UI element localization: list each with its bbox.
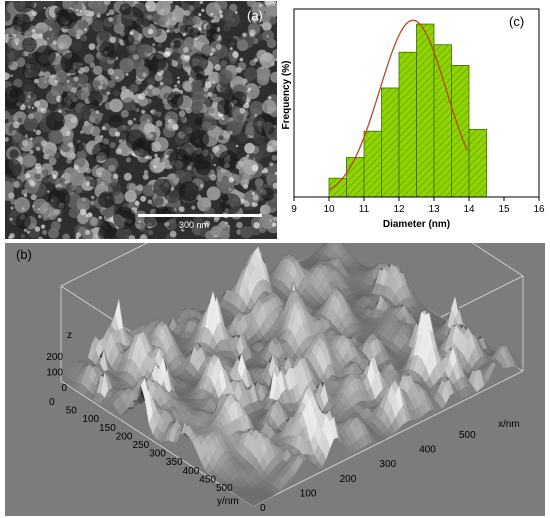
plot-frame: [293, 8, 540, 198]
x-tick-label: 13: [428, 204, 440, 215]
x-tick-label: 300: [379, 459, 396, 470]
z-tick-label: 100: [46, 368, 63, 379]
scale-bar: [138, 214, 262, 217]
x-axis-title: x/nm: [498, 419, 520, 430]
x-tick-label: 400: [419, 445, 436, 456]
afm-surface-plot: z0100200050100150200250300350400450500y/…: [46, 243, 524, 514]
histogram-bar: [468, 128, 487, 198]
x-tick-label: 11: [359, 204, 370, 215]
histogram-chart: 9 10 11 12 13 14 15 16 Diameter (nm) Frequency …: [281, 8, 545, 230]
x-tick-label: 10: [323, 204, 335, 215]
y-tick-label: 200: [116, 431, 133, 442]
scale-bar-label: 300 nm: [179, 220, 210, 230]
x-tick-label: 100: [300, 488, 317, 499]
y-tick-label: 250: [133, 440, 150, 451]
z-tick-label: 0: [61, 383, 67, 394]
y-tick-label: 450: [199, 474, 216, 485]
x-tick-label: 200: [340, 474, 357, 485]
x-tick-label: 0: [260, 503, 266, 514]
panel-label-a: (a): [247, 8, 263, 23]
histogram-panel: 9 10 11 12 13 14 15 16 Diameter (nm) Frequency …: [280, 1, 548, 239]
axis-box-edge: [60, 380, 254, 507]
x-tick-label: 9: [291, 204, 297, 215]
z-axis-title: z: [67, 330, 72, 341]
y-tick-label: 150: [99, 423, 116, 434]
panel-label-c: (c): [509, 14, 525, 29]
histogram-bar: [433, 44, 452, 198]
x-tick-label: 15: [498, 204, 510, 215]
y-axis-title: y/nm: [217, 496, 239, 507]
y-tick-label: 400: [183, 466, 200, 477]
z-tick-label: 200: [46, 352, 63, 363]
y-tick-label: 500: [216, 483, 233, 494]
x-tick-label: 500: [459, 430, 476, 441]
histogram-bar: [346, 157, 365, 198]
histogram-bar: [381, 87, 400, 198]
x-axis-title: Diameter (nm): [383, 219, 450, 230]
y-tick-label: 100: [82, 414, 99, 425]
x-tick-label: 14: [463, 204, 475, 215]
y-tick-label: 300: [149, 449, 166, 460]
sem-image-panel: (a) 300 nm: [5, 1, 277, 239]
x-tick-label: 16: [533, 204, 545, 215]
x-tick-label: 12: [393, 204, 405, 215]
axis-box-edge: [471, 243, 524, 277]
y-tick-label: 350: [166, 457, 183, 468]
axis-box-edge: [60, 243, 148, 287]
sem-image: [5, 1, 277, 239]
histogram-bar: [398, 51, 417, 198]
histogram-bar: [416, 23, 435, 198]
afm-surface-panel: z 0 100 200 0 50 100 150 200 250 300 350 400 450 500 y/…: [5, 243, 545, 516]
axis-box-edge: [252, 370, 524, 507]
gaussian-fit-curve: [328, 19, 468, 191]
panel-label-b: (b): [16, 247, 32, 262]
y-tick-label: 50: [66, 406, 78, 417]
y-tick-label: 0: [49, 397, 55, 408]
y-axis-title: Frequency (%): [281, 61, 292, 130]
histogram-bar: [363, 130, 382, 198]
